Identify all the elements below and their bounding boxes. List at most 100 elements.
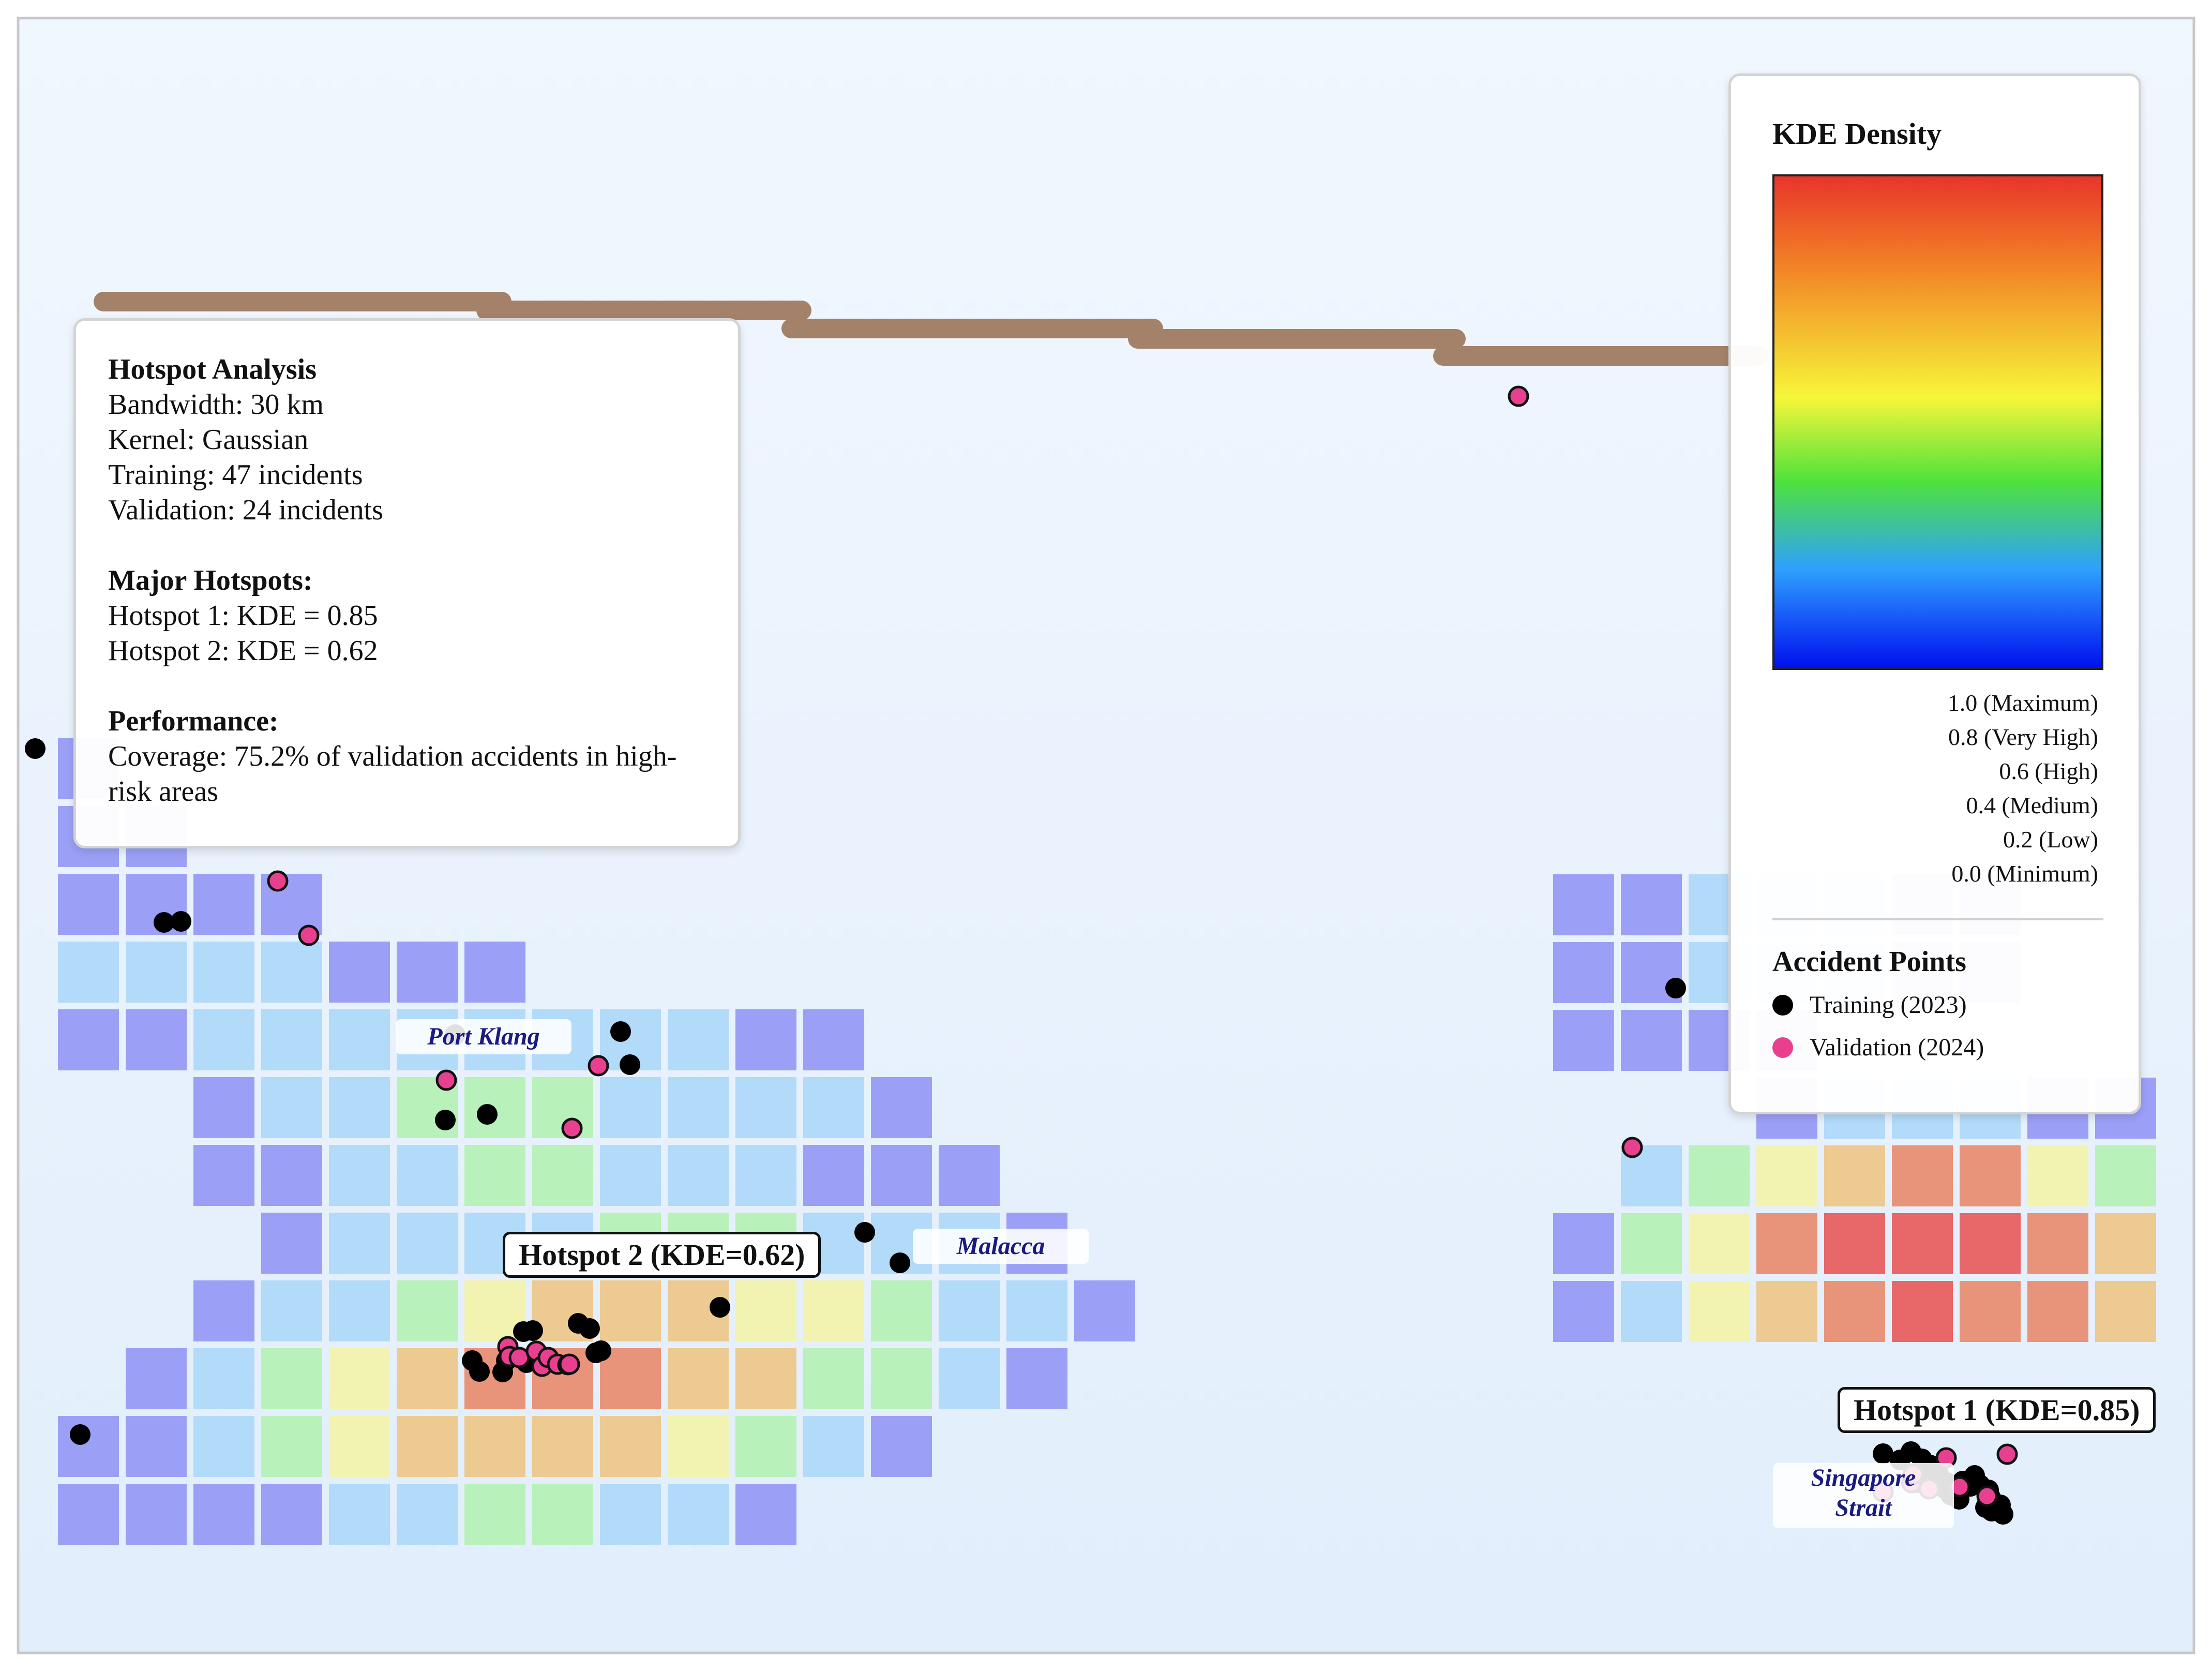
info-coverage-line1: Coverage: 75.2% of validation accidents … <box>108 740 677 772</box>
training-point <box>710 1297 730 1318</box>
info-hotspot-2: Hotspot 2: KDE = 0.62 <box>108 635 378 667</box>
legend-divider <box>1772 918 2103 920</box>
density-cell <box>58 942 119 1003</box>
legend-points-title: Accident Points <box>1772 946 1966 978</box>
density-cell <box>261 1416 322 1477</box>
hotspot-2-label: Hotspot 2 (KDE=0.62) <box>503 1232 821 1278</box>
density-cell <box>939 1348 1000 1409</box>
training-point <box>154 912 174 933</box>
density-cell <box>871 1145 932 1206</box>
density-cell <box>600 1077 661 1138</box>
density-cell <box>464 1416 525 1477</box>
info-coverage-line2: risk areas <box>108 775 219 808</box>
density-cell <box>397 1416 458 1477</box>
info-kernel: Kernel: Gaussian <box>108 424 309 456</box>
training-point <box>70 1424 91 1445</box>
training-point <box>477 1104 498 1125</box>
legend-tick-0-2: 0.2 (Low) <box>2003 826 2098 853</box>
density-cell <box>58 1416 119 1477</box>
density-cell <box>1689 1213 1750 1274</box>
legend-tick-0-0: 0.0 (Minimum) <box>1951 860 2098 887</box>
density-cell <box>193 1484 254 1545</box>
place-label-singapore-strait-line1: Singapore <box>1811 1464 1916 1491</box>
density-cell <box>397 1213 458 1274</box>
density-cell <box>668 1484 729 1545</box>
density-cell <box>329 1077 390 1138</box>
density-cell <box>329 1416 390 1477</box>
density-cell <box>668 1348 729 1409</box>
density-cell <box>1553 942 1614 1003</box>
density-cell <box>735 1484 796 1545</box>
density-cell <box>1553 1213 1614 1274</box>
density-cell <box>464 942 525 1003</box>
density-cell <box>329 1145 390 1206</box>
density-cell <box>1960 1145 2021 1206</box>
density-cell <box>397 942 458 1003</box>
legend-tick-1-0: 1.0 (Maximum) <box>1947 690 2098 716</box>
training-point <box>171 911 191 932</box>
density-cell <box>329 942 390 1003</box>
density-cell <box>193 874 254 935</box>
density-cell <box>464 1145 525 1206</box>
training-point <box>1665 978 1686 998</box>
training-point <box>522 1320 543 1341</box>
training-point <box>890 1252 910 1273</box>
training-point <box>579 1318 600 1339</box>
density-cell <box>735 1280 796 1341</box>
density-cell <box>1892 1145 1953 1206</box>
density-cell <box>261 1009 322 1070</box>
density-cell <box>1960 1213 2021 1274</box>
density-cell <box>397 1348 458 1409</box>
density-cell <box>2027 1281 2088 1342</box>
density-cell <box>261 1145 322 1206</box>
hotspot-1-label: Hotspot 1 (KDE=0.85) <box>1838 1387 2156 1433</box>
density-cell <box>600 1348 661 1409</box>
density-cell <box>1621 1010 1682 1071</box>
place-label-port-klang: Port Klang <box>396 1019 571 1054</box>
density-cell <box>1621 1281 1682 1342</box>
place-label-malacca: Malacca <box>913 1229 1089 1264</box>
legend-validation-item: Validation (2024) <box>1772 1033 1984 1062</box>
density-cell <box>261 1213 322 1274</box>
density-cell <box>668 1416 729 1477</box>
density-cell <box>193 1348 254 1409</box>
density-cell <box>939 1280 1000 1341</box>
density-cell <box>1553 1010 1614 1071</box>
density-cell <box>1824 1145 1885 1206</box>
density-cell <box>126 1484 187 1545</box>
density-cell <box>803 1077 864 1138</box>
density-cell <box>1824 1213 1885 1274</box>
density-cell <box>2095 1213 2156 1274</box>
density-cell <box>803 1145 864 1206</box>
density-cell <box>1689 1281 1750 1342</box>
training-point <box>469 1361 490 1382</box>
validation-dot-icon <box>1772 1037 1793 1058</box>
density-cell <box>58 1009 119 1070</box>
training-point <box>435 1110 456 1130</box>
density-cell <box>1621 1213 1682 1274</box>
density-cell <box>329 1213 390 1274</box>
training-point <box>591 1340 611 1361</box>
density-cell <box>397 1280 458 1341</box>
legend-title: KDE Density <box>1772 117 1942 151</box>
density-cell <box>600 1484 661 1545</box>
training-point <box>620 1054 640 1075</box>
validation-point <box>561 1117 583 1139</box>
density-cell <box>668 1009 729 1070</box>
density-cell <box>261 1280 322 1341</box>
density-cell <box>261 942 322 1003</box>
validation-point <box>298 924 320 946</box>
hotspot-analysis-panel: Hotspot Analysis Bandwidth: 30 km Kernel… <box>73 318 741 848</box>
density-cell <box>193 942 254 1003</box>
training-point <box>854 1222 875 1243</box>
density-cell <box>58 1484 119 1545</box>
density-cell <box>1824 1281 1885 1342</box>
density-cell <box>735 1348 796 1409</box>
density-cell <box>1756 1213 1817 1274</box>
density-colorbar <box>1772 174 2103 670</box>
density-cell <box>2095 1281 2156 1342</box>
density-cell <box>1756 1281 1817 1342</box>
density-cell <box>329 1348 390 1409</box>
legend-tick-0-8: 0.8 (Very High) <box>1948 724 2098 750</box>
density-cell <box>329 1280 390 1341</box>
